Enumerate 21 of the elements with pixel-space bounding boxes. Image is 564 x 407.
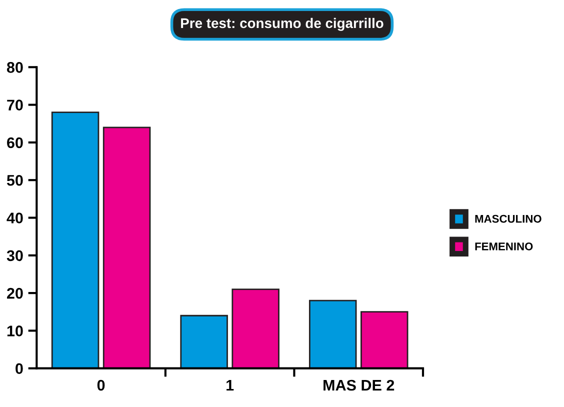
x-tick-label: 0 [97, 380, 105, 391]
chart-title: Pre test: consumo de cigarrillo [181, 18, 384, 31]
legend-label: FEMENINO [475, 242, 533, 250]
y-tick-label: 20 [7, 288, 23, 299]
legend-label: MASCULINO [475, 214, 542, 223]
y-tick-label: 70 [7, 100, 23, 110]
y-tick-label: 50 [6, 174, 23, 186]
bar [308, 300, 357, 368]
y-tick-label: 60 [7, 137, 23, 148]
y-tick-label: 0 [16, 363, 23, 374]
bar [102, 126, 151, 368]
bar [360, 311, 408, 368]
bar [232, 288, 280, 368]
y-tick-label: 30 [6, 250, 23, 262]
bar [51, 112, 100, 368]
bar [180, 314, 228, 368]
y-tick-label: 10 [7, 326, 23, 336]
y-tick-label: 40 [6, 212, 23, 224]
x-tick-label: 1 [226, 380, 234, 391]
x-tick-label: MAS DE 2 [324, 380, 394, 391]
y-tick-label: 80 [6, 62, 23, 73]
